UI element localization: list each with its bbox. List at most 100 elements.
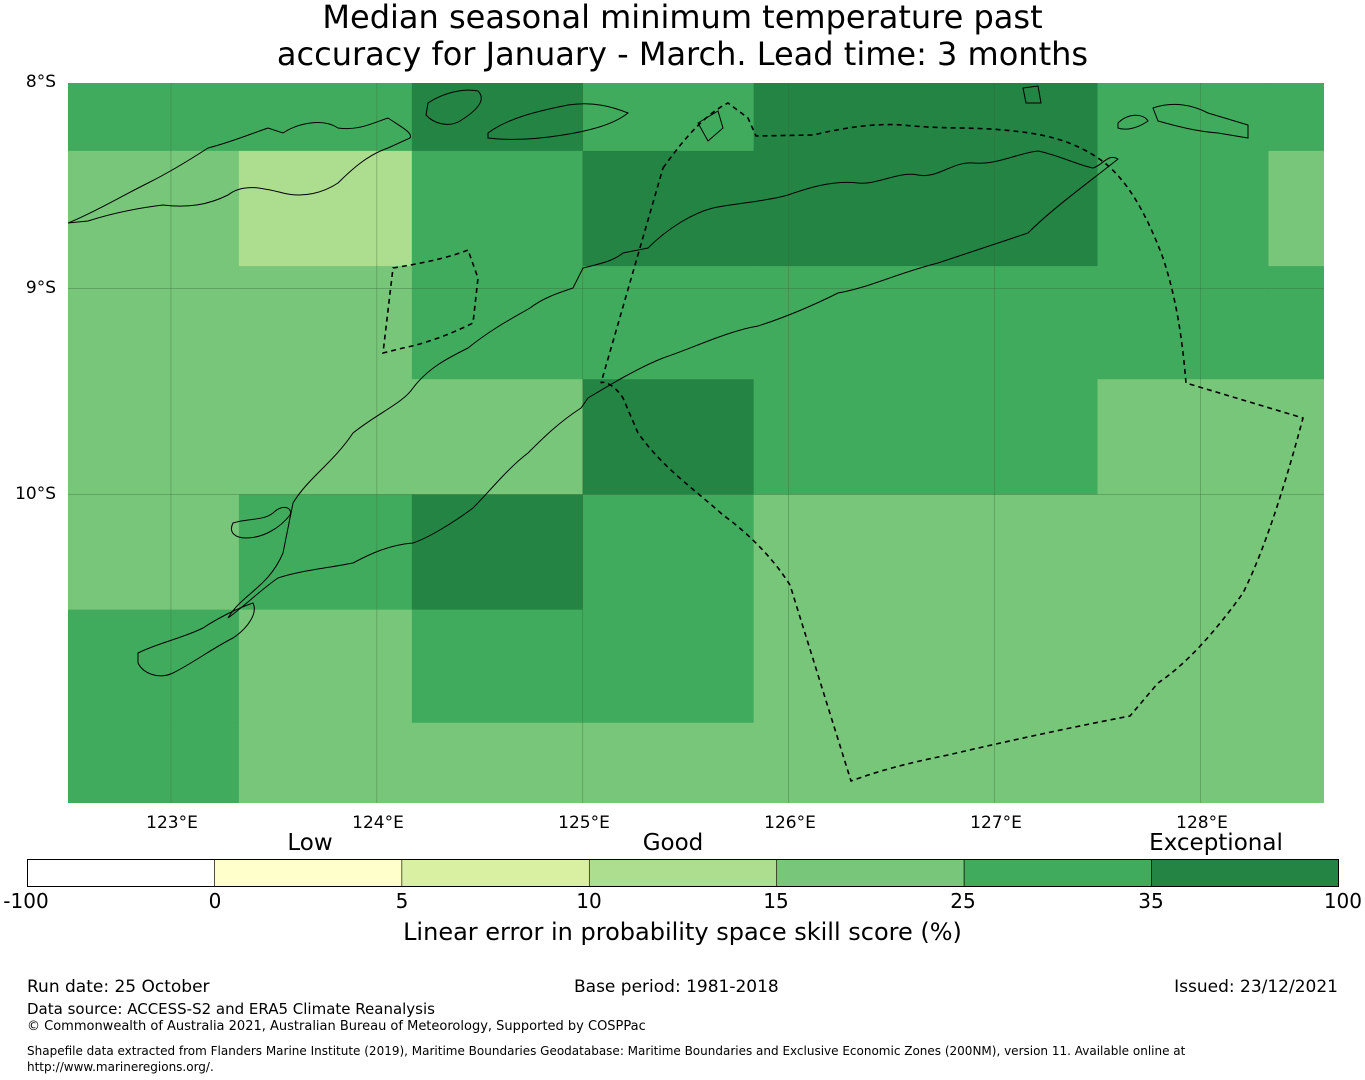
grid-cell — [926, 150, 1099, 267]
grid-cell — [68, 379, 240, 495]
grid-cell — [582, 83, 755, 152]
skill-score-map — [68, 83, 1324, 803]
grid-cell — [238, 83, 413, 152]
skill-score-grid-cells — [68, 83, 1324, 803]
base-period: Base period: 1981-2018 — [574, 977, 779, 997]
timor-coastline — [227, 150, 1119, 619]
grid-cell — [1268, 83, 1324, 152]
grid-cell — [753, 609, 928, 724]
grid-cell — [1097, 494, 1269, 611]
category-label-good: Good — [642, 830, 704, 856]
lat-label-8s: 8°S — [25, 72, 56, 92]
maritime-boundary — [382, 102, 1304, 783]
grid-cell — [68, 609, 240, 724]
data-source: Data source: ACCESS-S2 and ERA5 Climate … — [27, 1000, 435, 1018]
grid-cell — [68, 150, 240, 267]
tick-label-10: 10 — [576, 889, 602, 913]
grid-cell — [1097, 379, 1269, 495]
colorbar-segment — [27, 859, 215, 887]
grid-cell — [1268, 150, 1324, 267]
lon-label-128e: 128°E — [1176, 813, 1228, 833]
grid-cell — [411, 722, 584, 803]
flores-coastline — [68, 117, 412, 224]
grid-cell — [582, 494, 755, 611]
lon-label-127e: 127°E — [970, 813, 1022, 833]
colorbar-segment — [1151, 859, 1339, 887]
grid-cell — [582, 722, 755, 803]
grid-cell — [68, 83, 240, 152]
grid-cell — [411, 150, 584, 267]
category-label-low: Low — [287, 830, 333, 856]
grid-cell — [753, 722, 928, 803]
colorbar-segment — [588, 859, 778, 887]
oecusse-eez-boundary — [382, 248, 479, 355]
sumba-coastline — [137, 602, 255, 677]
map-gridlines — [68, 83, 1324, 803]
colorbar-segment — [401, 859, 590, 887]
grid-cell — [1268, 494, 1324, 611]
grid-cell — [1097, 722, 1269, 803]
grid-cell — [1268, 722, 1324, 803]
grid-cell — [238, 609, 413, 724]
grid-cell — [238, 494, 413, 611]
lon-label-126e: 126°E — [764, 813, 816, 833]
grid-cell — [1268, 609, 1324, 724]
grid-cell — [68, 722, 240, 803]
colorbar-segment — [214, 859, 403, 887]
grid-cell — [411, 609, 584, 724]
grid-cell — [753, 379, 928, 495]
grid-cell — [753, 83, 928, 152]
lat-label-9s: 9°S — [25, 278, 56, 298]
shapefile-attribution: Shapefile data extracted from Flanders M… — [27, 1043, 1327, 1075]
coastlines — [68, 85, 1249, 677]
leti-islands-coastline — [1117, 103, 1249, 139]
grid-cell — [68, 494, 240, 611]
grid-cell — [1268, 266, 1324, 380]
tick-label-35: 35 — [1138, 889, 1164, 913]
colorbar — [27, 859, 1339, 887]
grid-cell — [411, 266, 584, 380]
grid-cell — [753, 494, 928, 611]
chart-title-line-2: accuracy for January - March. Lead time:… — [276, 35, 1089, 73]
grid-cell — [582, 266, 755, 380]
lon-label-125e: 125°E — [558, 813, 610, 833]
grid-cell — [582, 150, 755, 267]
grid-cell — [582, 609, 755, 724]
grid-cell — [238, 379, 413, 495]
tick-label-0: 0 — [208, 889, 222, 913]
tick-label-minus100: -100 — [3, 889, 49, 913]
grid-cell — [926, 494, 1099, 611]
grid-cell — [238, 722, 413, 803]
tick-label-5: 5 — [395, 889, 409, 913]
grid-cell — [68, 266, 240, 380]
copyright: © Commonwealth of Australia 2021, Austra… — [27, 1019, 646, 1034]
grid-cell — [753, 150, 928, 267]
grid-cell — [1097, 266, 1269, 380]
wetar-coastline — [487, 103, 629, 140]
grid-cell — [926, 379, 1099, 495]
run-date: Run date: 25 October — [27, 977, 210, 997]
colorbar-segment — [776, 859, 965, 887]
issued-date: Issued: 23/12/2021 — [1174, 977, 1338, 997]
kisar-coastline — [1022, 85, 1042, 104]
grid-cell — [926, 722, 1099, 803]
grid-cell — [1097, 83, 1269, 152]
lat-label-10s: 10°S — [15, 484, 56, 504]
grid-cell — [1097, 150, 1269, 267]
colorbar-title: Linear error in probability space skill … — [403, 918, 962, 946]
alor-coastline — [425, 89, 482, 125]
grid-cell — [753, 266, 928, 380]
shapefile-attribution-line-2: http://www.marineregions.org/. — [27, 1060, 214, 1074]
grid-cell — [926, 266, 1099, 380]
grid-cell — [411, 494, 584, 611]
grid-cell — [238, 266, 413, 380]
category-label-exceptional: Exceptional — [1149, 830, 1283, 856]
grid-cell — [926, 83, 1099, 152]
grid-cell — [1097, 609, 1269, 724]
grid-cell — [238, 150, 413, 267]
lon-label-123e: 123°E — [146, 813, 198, 833]
tick-label-25: 25 — [950, 889, 976, 913]
grid-cell — [411, 379, 584, 495]
shapefile-attribution-line-1: Shapefile data extracted from Flanders M… — [27, 1044, 1186, 1058]
rote-coastline — [231, 506, 292, 539]
